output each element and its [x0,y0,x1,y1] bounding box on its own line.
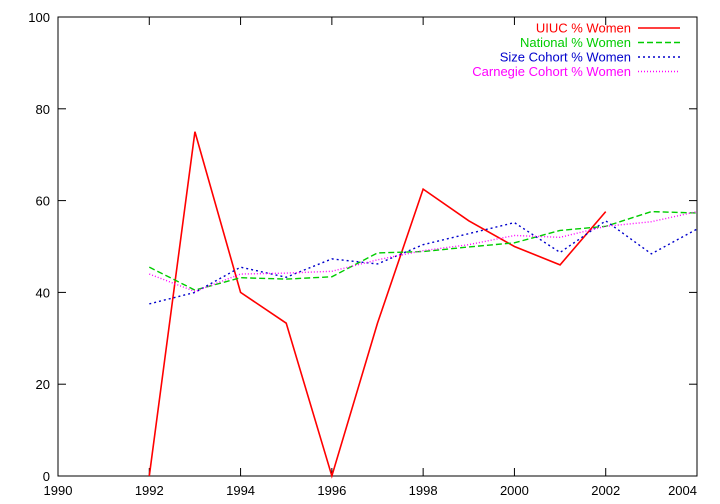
plot-frame [57,16,698,477]
x-tick-label: 2000 [500,483,529,498]
x-tick-label: 1990 [44,483,73,498]
series-group [148,131,698,479]
series-line [148,131,607,479]
x-tick-label: 1992 [135,483,164,498]
x-tick-label: 1998 [409,483,438,498]
y-tick-label: 40 [36,285,50,300]
y-tick-label: 80 [36,102,50,117]
y-tick-label: 0 [43,469,50,484]
series-line [149,219,698,305]
series-line [149,210,698,293]
legend-label: Carnegie Cohort % Women [472,64,631,79]
x-tick-label: 1996 [317,483,346,498]
x-tick-label: 1994 [226,483,255,498]
x-tick-label: 2002 [591,483,620,498]
legend-label: National % Women [520,35,631,50]
y-tick-label: 20 [36,377,50,392]
legend-label: Size Cohort % Women [500,50,631,65]
y-tick-label: 100 [28,10,50,25]
series-line [148,210,698,291]
legend-label: UIUC % Women [536,21,631,36]
x-tick-label: 2004 [668,483,697,498]
y-tick-label: 60 [36,194,50,209]
axis-ticks: 0 20 40 60 80 100 1990 1992 1994 1996 1998 2000 2002… [28,10,698,498]
